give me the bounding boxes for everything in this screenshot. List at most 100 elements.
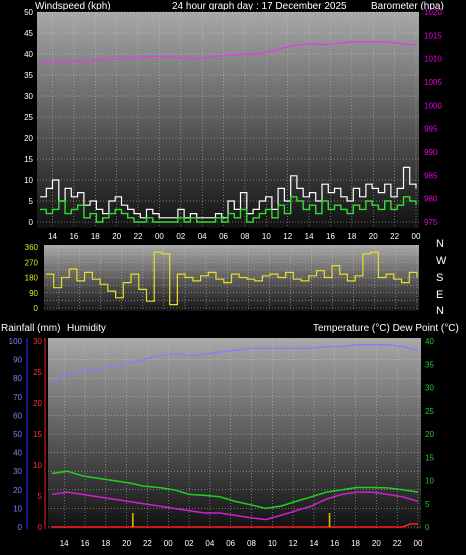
time-tick-label: 02 — [176, 232, 185, 241]
temperature-tick-label: 25 — [425, 407, 434, 416]
barometer-tick-label: 1010 — [424, 55, 442, 64]
humidity-tick-label: 80 — [13, 374, 22, 383]
humidity-tick-label: 60 — [13, 411, 22, 420]
time-tick-label: 22 — [134, 232, 143, 241]
windspeed-tick-label: 25 — [24, 113, 33, 122]
time-tick-label: 22 — [143, 539, 152, 548]
temperature-tick-label: 10 — [425, 477, 434, 486]
rainfall-tick-label: 5 — [38, 492, 43, 501]
wind-average-line — [40, 196, 417, 223]
time-tick-label: 18 — [351, 539, 360, 548]
wind-direction-tick-label: 360 — [25, 243, 39, 252]
barometer-tick-label: 1005 — [424, 78, 442, 87]
time-tick-label: 16 — [330, 539, 339, 548]
wind-direction-tick-label: 180 — [25, 274, 39, 283]
windspeed-tick-label: 35 — [24, 71, 33, 80]
humidity-tick-label: 90 — [13, 356, 22, 365]
time-tick-label: 00 — [164, 539, 173, 548]
time-tick-label: 10 — [268, 539, 277, 548]
humidity-axis-label: Humidity — [67, 323, 106, 334]
time-tick-label: 02 — [185, 539, 194, 548]
humidity-line — [51, 344, 419, 383]
time-tick-label: 16 — [81, 539, 90, 548]
time-tick-label: 20 — [122, 539, 131, 548]
time-tick-label: 20 — [369, 232, 378, 241]
wind-direction-tick-label: 0 — [34, 304, 39, 313]
wind-gust-line — [40, 166, 417, 219]
time-tick-label: 20 — [112, 232, 121, 241]
time-tick-label: 16 — [69, 232, 78, 241]
windspeed-tick-label: 0 — [29, 218, 34, 227]
compass-label: E — [436, 289, 443, 301]
windspeed-tick-label: 10 — [24, 176, 33, 185]
barometer-tick-label: 985 — [424, 171, 438, 180]
rainfall-line — [52, 523, 418, 528]
dewpoint-line — [51, 491, 419, 521]
time-tick-label: 06 — [219, 232, 228, 241]
temperature-dewpoint-axis-label: Temperature (°C) Dew Point (°C) — [313, 323, 459, 334]
chart-title: 24 hour graph day : 17 December 2025 — [172, 1, 347, 12]
windspeed-tick-label: 40 — [24, 50, 33, 59]
rainfall-tick-label: 25 — [33, 368, 42, 377]
humidity-tick-label: 40 — [13, 449, 22, 458]
humidity-tick-label: 0 — [18, 523, 23, 532]
temperature-line — [51, 470, 419, 510]
time-tick-label: 08 — [241, 232, 250, 241]
rainfall-tick-label: 30 — [33, 337, 42, 346]
windspeed-tick-label: 5 — [29, 197, 34, 206]
windspeed-tick-label: 30 — [24, 92, 33, 101]
time-tick-label: 22 — [393, 539, 402, 548]
compass-label: W — [436, 255, 447, 267]
time-tick-label: 18 — [101, 539, 110, 548]
time-tick-label: 14 — [309, 539, 318, 548]
temperature-tick-label: 35 — [425, 360, 434, 369]
time-tick-label: 04 — [205, 539, 214, 548]
time-tick-label: 00 — [412, 232, 421, 241]
temperature-tick-label: 0 — [425, 523, 430, 532]
temperature-tick-label: 15 — [425, 453, 434, 462]
time-tick-label: 00 — [414, 539, 423, 548]
time-tick-label: 16 — [326, 232, 335, 241]
time-tick-label: 22 — [390, 232, 399, 241]
temperature-tick-label: 5 — [425, 500, 430, 509]
humidity-tick-label: 50 — [13, 430, 22, 439]
windspeed-axis-label: Windspeed (kph) — [35, 1, 111, 12]
humidity-tick-label: 30 — [13, 467, 22, 476]
time-tick-label: 14 — [48, 232, 57, 241]
barometer-tick-label: 1015 — [424, 31, 442, 40]
time-tick-label: 20 — [372, 539, 381, 548]
humidity-tick-label: 10 — [13, 504, 22, 513]
rainfall-tick-label: 10 — [33, 461, 42, 470]
barometer-tick-label: 1000 — [424, 101, 442, 110]
temperature-tick-label: 30 — [425, 384, 434, 393]
rainfall-axis-label: Rainfall (mm) — [1, 323, 60, 334]
time-tick-label: 06 — [226, 539, 235, 548]
wind-direction-tick-label: 270 — [25, 258, 39, 267]
rainfall-tick-label: 0 — [38, 523, 43, 532]
wind-direction-tick-label: 90 — [29, 289, 38, 298]
rainfall-tick-label: 20 — [33, 399, 42, 408]
time-tick-label: 10 — [262, 232, 271, 241]
compass-label: N — [436, 305, 444, 317]
temperature-tick-label: 40 — [425, 337, 434, 346]
time-tick-label: 14 — [305, 232, 314, 241]
time-tick-label: 00 — [155, 232, 164, 241]
humidity-tick-label: 100 — [9, 337, 23, 346]
humidity-tick-label: 20 — [13, 486, 22, 495]
barometer-line — [39, 41, 417, 63]
barometer-tick-label: 995 — [424, 125, 438, 134]
rainfall-tick-label: 15 — [33, 430, 42, 439]
wind-direction-line — [46, 251, 418, 306]
windspeed-tick-label: 20 — [24, 134, 33, 143]
barometer-tick-label: 980 — [424, 195, 438, 204]
compass-label: S — [436, 272, 443, 284]
windspeed-tick-label: 50 — [24, 8, 33, 17]
barometer-tick-label: 990 — [424, 148, 438, 157]
humidity-tick-label: 70 — [13, 393, 22, 402]
top-plot-area — [37, 12, 419, 228]
bottom-plot-area — [48, 338, 421, 529]
time-tick-label: 08 — [247, 539, 256, 548]
time-tick-label: 04 — [198, 232, 207, 241]
time-tick-label: 14 — [60, 539, 69, 548]
